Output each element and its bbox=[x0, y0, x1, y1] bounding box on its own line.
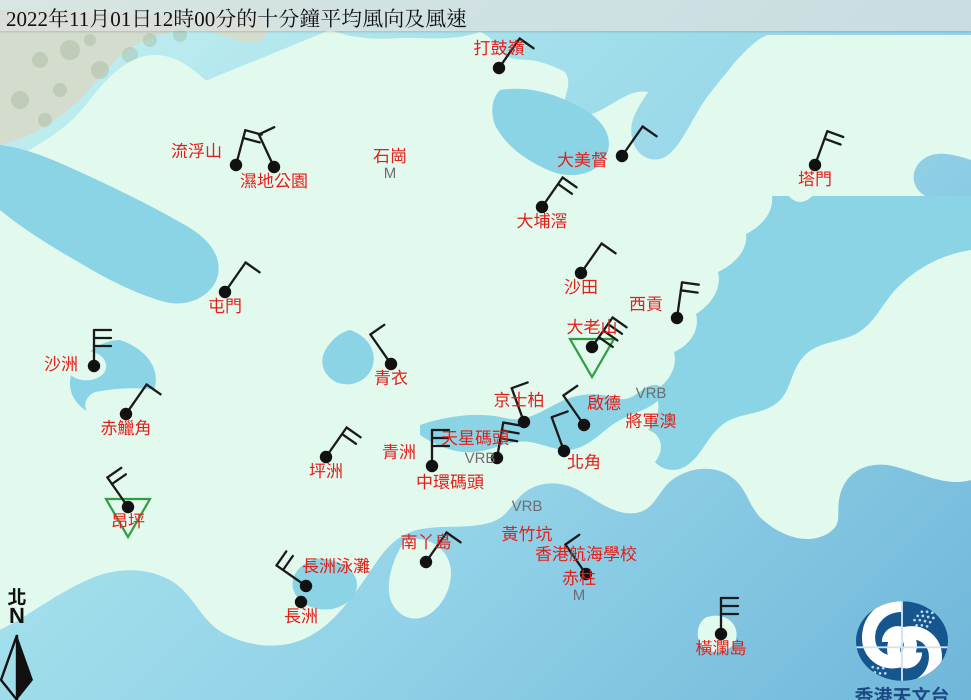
svg-text:沙洲: 沙洲 bbox=[44, 355, 78, 374]
svg-text:VRB: VRB bbox=[636, 385, 667, 402]
svg-text:京士柏: 京士柏 bbox=[494, 391, 545, 410]
svg-text:中環碼頭: 中環碼頭 bbox=[416, 473, 484, 492]
svg-text:香港航海學校: 香港航海學校 bbox=[535, 545, 637, 564]
svg-text:長洲: 長洲 bbox=[284, 607, 318, 626]
svg-text:塔門: 塔門 bbox=[798, 170, 832, 189]
svg-text:M: M bbox=[573, 587, 586, 604]
svg-text:青洲: 青洲 bbox=[382, 443, 416, 462]
svg-text:大埔滘: 大埔滘 bbox=[517, 212, 568, 231]
svg-text:VRB: VRB bbox=[512, 498, 543, 515]
svg-text:坪洲: 坪洲 bbox=[309, 462, 343, 481]
svg-text:青衣: 青衣 bbox=[374, 369, 408, 388]
svg-text:南丫島: 南丫島 bbox=[401, 533, 452, 552]
svg-text:赤鱲角: 赤鱲角 bbox=[101, 419, 152, 438]
svg-text:黃竹坑: 黃竹坑 bbox=[502, 525, 553, 544]
svg-text:M: M bbox=[384, 165, 397, 182]
svg-text:啟德: 啟德 bbox=[587, 394, 621, 413]
svg-text:赤柱: 赤柱 bbox=[562, 569, 596, 588]
svg-text:VRB: VRB bbox=[465, 450, 496, 467]
svg-text:沙田: 沙田 bbox=[564, 278, 598, 297]
svg-text:流浮山: 流浮山 bbox=[171, 142, 222, 161]
svg-text:打鼓嶺: 打鼓嶺 bbox=[474, 39, 525, 58]
svg-text:天星碼頭: 天星碼頭 bbox=[441, 429, 509, 448]
svg-text:橫瀾島: 橫瀾島 bbox=[696, 639, 747, 658]
svg-text:濕地公園: 濕地公園 bbox=[240, 172, 308, 191]
svg-text:石崗: 石崗 bbox=[373, 147, 407, 166]
svg-text:北角: 北角 bbox=[567, 453, 601, 472]
svg-text:大老山: 大老山 bbox=[567, 318, 618, 337]
svg-text:N: N bbox=[9, 603, 25, 628]
svg-text:大美督: 大美督 bbox=[557, 151, 608, 170]
svg-text:長洲泳灘: 長洲泳灘 bbox=[302, 557, 370, 576]
svg-text:西貢: 西貢 bbox=[629, 295, 663, 314]
svg-text:昂坪: 昂坪 bbox=[111, 512, 145, 531]
svg-text:屯門: 屯門 bbox=[208, 297, 242, 316]
svg-text:將軍澳: 將軍澳 bbox=[626, 412, 677, 431]
